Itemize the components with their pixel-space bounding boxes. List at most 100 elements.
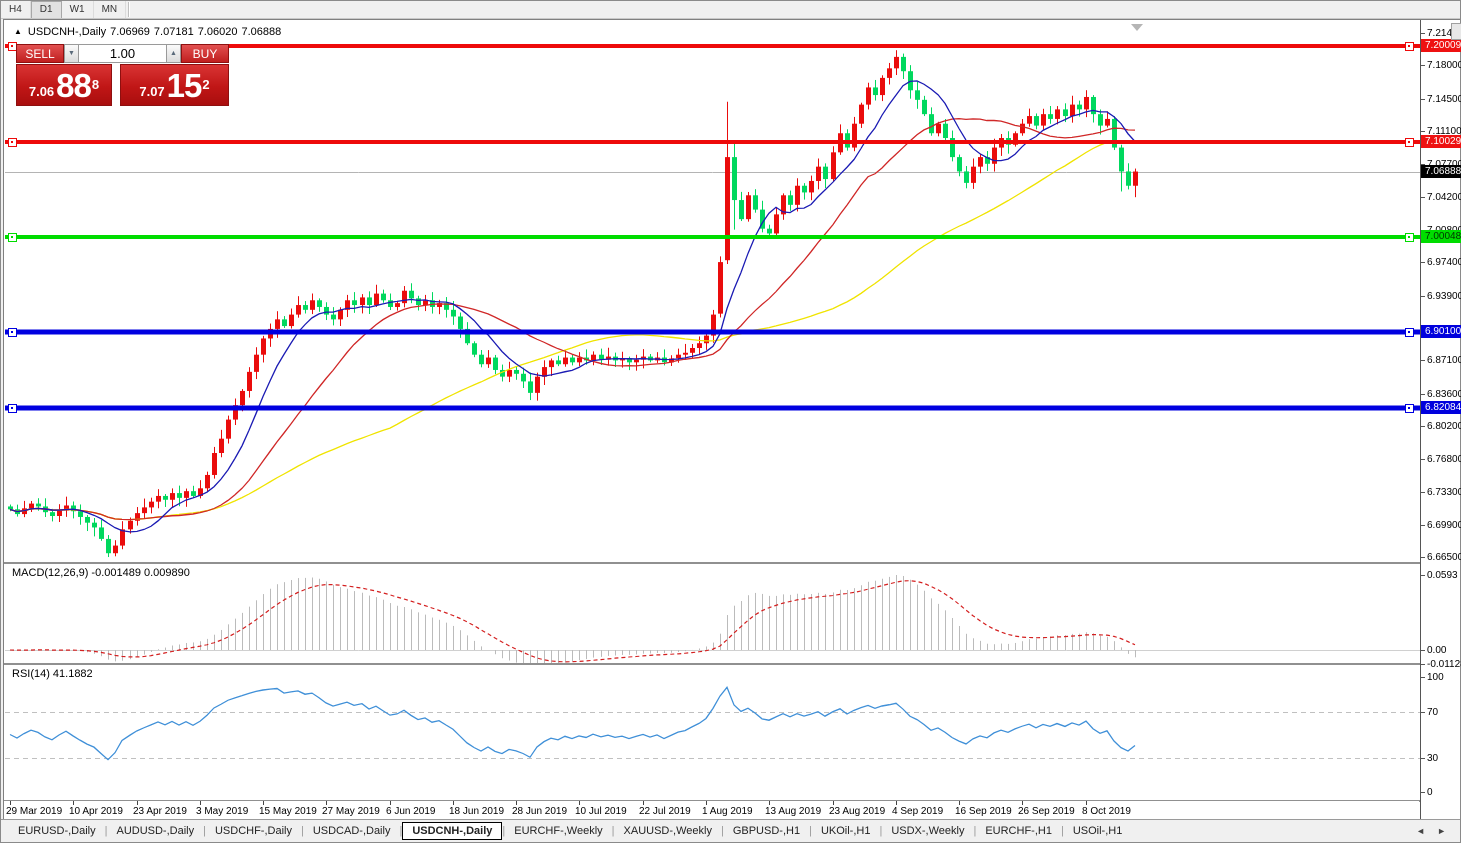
timeframe-button-h4[interactable]: H4	[1, 1, 31, 18]
price-axis-tick	[1421, 33, 1425, 35]
time-axis-tick	[263, 801, 264, 805]
rsi-value: 41.1882	[52, 668, 93, 680]
chart-tab-usdcnh-daily[interactable]: USDCNH-,Daily	[402, 822, 503, 840]
chart-tab-audusd-daily[interactable]: AUDUSD-,Daily	[116, 825, 195, 837]
price-axis-tick	[1421, 393, 1425, 395]
indicator-axis-label: 0.00	[1427, 645, 1447, 656]
time-axis-label: 23 Apr 2019	[133, 806, 187, 817]
chart-tab-bar: EURUSD-,Daily | AUDUSD-,Daily | USDCHF-,Dail…	[1, 819, 1460, 842]
rsi-label: RSI(14) 41.1882	[12, 668, 93, 680]
price-axis-label: 7.14500	[1427, 93, 1461, 105]
price-axis-tick	[1421, 557, 1425, 559]
indicator-axis-label: 70	[1427, 706, 1439, 718]
time-axis-tick	[1086, 801, 1087, 805]
time-axis-label: 18 Jun 2019	[449, 806, 505, 817]
price-level-badge: 6.90100	[1421, 324, 1461, 338]
tab-separator: |	[104, 825, 108, 837]
tab-separator: |	[879, 825, 883, 837]
price-axis-label: 6.83600	[1427, 388, 1461, 400]
price-axis-label: 6.76800	[1427, 453, 1461, 465]
price-level-badge: 7.00048	[1421, 229, 1461, 243]
chart-tab-eurusd-daily[interactable]: EURUSD-,Daily	[18, 825, 96, 837]
time-axis-label: 22 Jul 2019	[639, 806, 691, 817]
price-axis-tick	[1421, 295, 1425, 297]
buy-button[interactable]: BUY	[181, 44, 229, 63]
time-axis-label: 16 Sep 2019	[955, 806, 1012, 817]
volume-input[interactable]: 1.00	[79, 44, 166, 63]
time-axis-label: 6 Jun 2019	[386, 806, 436, 817]
indicator-axis-tick	[1421, 650, 1425, 651]
tab-separator: |	[300, 825, 304, 837]
ohlc-low: 7.06020	[197, 26, 238, 38]
chart-tab-eurchf-h1[interactable]: EURCHF-,H1	[985, 825, 1052, 837]
tab-separator: |	[720, 825, 724, 837]
time-axis-tick	[643, 801, 644, 805]
price-chart-canvas[interactable]	[5, 21, 1420, 562]
sell-price-big: 88	[56, 67, 92, 104]
time-axis-tick	[959, 801, 960, 805]
time-axis-tick	[453, 801, 454, 805]
pane-separator[interactable]	[4, 562, 1459, 564]
macd-pane-canvas[interactable]	[5, 564, 1420, 663]
time-axis-label: 27 May 2019	[322, 806, 380, 817]
tab-scroll-left-icon[interactable]: ◄	[1416, 826, 1426, 836]
time-axis-tick	[73, 801, 74, 805]
time-axis: 29 Mar 2019 10 Apr 2019 23 Apr 2019 3 May 2…	[4, 801, 1419, 820]
timeframe-button-d1[interactable]: D1	[30, 1, 62, 18]
time-axis-tick	[833, 801, 834, 805]
price-axis-label: 7.21400	[1427, 28, 1461, 40]
chart-title: ▲ USDCNH-,Daily 7.06969 7.07181 7.06020 7.068…	[14, 26, 285, 38]
sell-price-small: 7.06	[28, 84, 55, 99]
sell-button[interactable]: SELL	[16, 44, 64, 63]
price-axis-tick	[1421, 131, 1425, 133]
indicator-axis-tick	[1421, 575, 1425, 576]
ohlc-high: 7.07181	[153, 26, 194, 38]
price-level-badge: 6.82084	[1421, 401, 1461, 415]
time-axis-label: 23 Aug 2019	[829, 806, 886, 817]
price-axis-label: 7.18000	[1427, 60, 1461, 72]
time-axis-tick	[516, 801, 517, 805]
one-click-collapse-icon[interactable]: ▲	[14, 27, 22, 36]
tab-scroll-right-icon[interactable]: ►	[1437, 826, 1446, 836]
indicator-axis-tick	[1421, 664, 1425, 666]
chart-tab-usdx-weekly[interactable]: USDX-,Weekly	[891, 825, 965, 837]
price-axis: 7.21400 7.18000 7.14500 7.11100 7.07700 7.042…	[1420, 20, 1461, 820]
volume-increase-button[interactable]: ▲	[166, 44, 181, 63]
chart-tab-usoil-h1[interactable]: USOil-,H1	[1072, 825, 1123, 837]
time-axis-tick	[896, 801, 897, 805]
macd-signal-value: 0.009890	[143, 567, 190, 579]
chart-tab-ukoil-h1[interactable]: UKOil-,H1	[820, 825, 871, 837]
time-axis-tick	[10, 801, 11, 805]
buy-price-big: 15	[166, 67, 203, 104]
time-axis-label: 15 May 2019	[259, 806, 317, 817]
price-level-badge: 7.20009	[1421, 39, 1461, 53]
buy-price-button[interactable]: 7.07 15 2	[120, 64, 229, 106]
chart-tab-eurchf-weekly[interactable]: EURCHF-,Weekly	[514, 825, 603, 837]
axis-scroll-thumb[interactable]	[1451, 23, 1461, 40]
chart-tab-usdcad-daily[interactable]: USDCAD-,Daily	[312, 825, 391, 837]
chart-tab-gbpusd-h1[interactable]: GBPUSD-,H1	[732, 825, 801, 837]
time-axis-label: 8 Oct 2019	[1082, 806, 1131, 817]
time-axis-tick	[706, 801, 707, 805]
buy-price-small: 7.07	[139, 84, 165, 99]
toolbar-separator	[128, 2, 131, 17]
one-click-trading-panel: SELL ▼ 1.00 ▲ BUY 7.06 88 8 7.07 15 2	[16, 44, 229, 106]
buy-price-pip: 2	[202, 77, 210, 92]
time-axis-tick	[326, 801, 327, 805]
time-axis-label: 29 Mar 2019	[6, 806, 63, 817]
timeframe-button-mn[interactable]: MN	[94, 1, 127, 18]
sell-price-button[interactable]: 7.06 88 8	[16, 64, 112, 106]
macd-main-value: -0.001489	[91, 567, 141, 579]
price-level-badge: 7.06888	[1421, 164, 1461, 178]
pane-separator[interactable]	[4, 663, 1459, 665]
scroll-to-end-icon[interactable]	[1131, 24, 1143, 31]
volume-decrease-button[interactable]: ▼	[64, 44, 79, 63]
price-axis-label: 7.11100	[1427, 126, 1461, 138]
time-axis-tick	[137, 801, 138, 805]
rsi-pane-canvas[interactable]	[5, 665, 1420, 800]
price-axis-label: 7.04200	[1427, 192, 1461, 204]
timeframe-button-w1[interactable]: W1	[62, 1, 94, 18]
chart-tab-usdchf-daily[interactable]: USDCHF-,Daily	[214, 825, 292, 837]
chart-tab-xauusd-weekly[interactable]: XAUUSD-,Weekly	[623, 825, 712, 837]
